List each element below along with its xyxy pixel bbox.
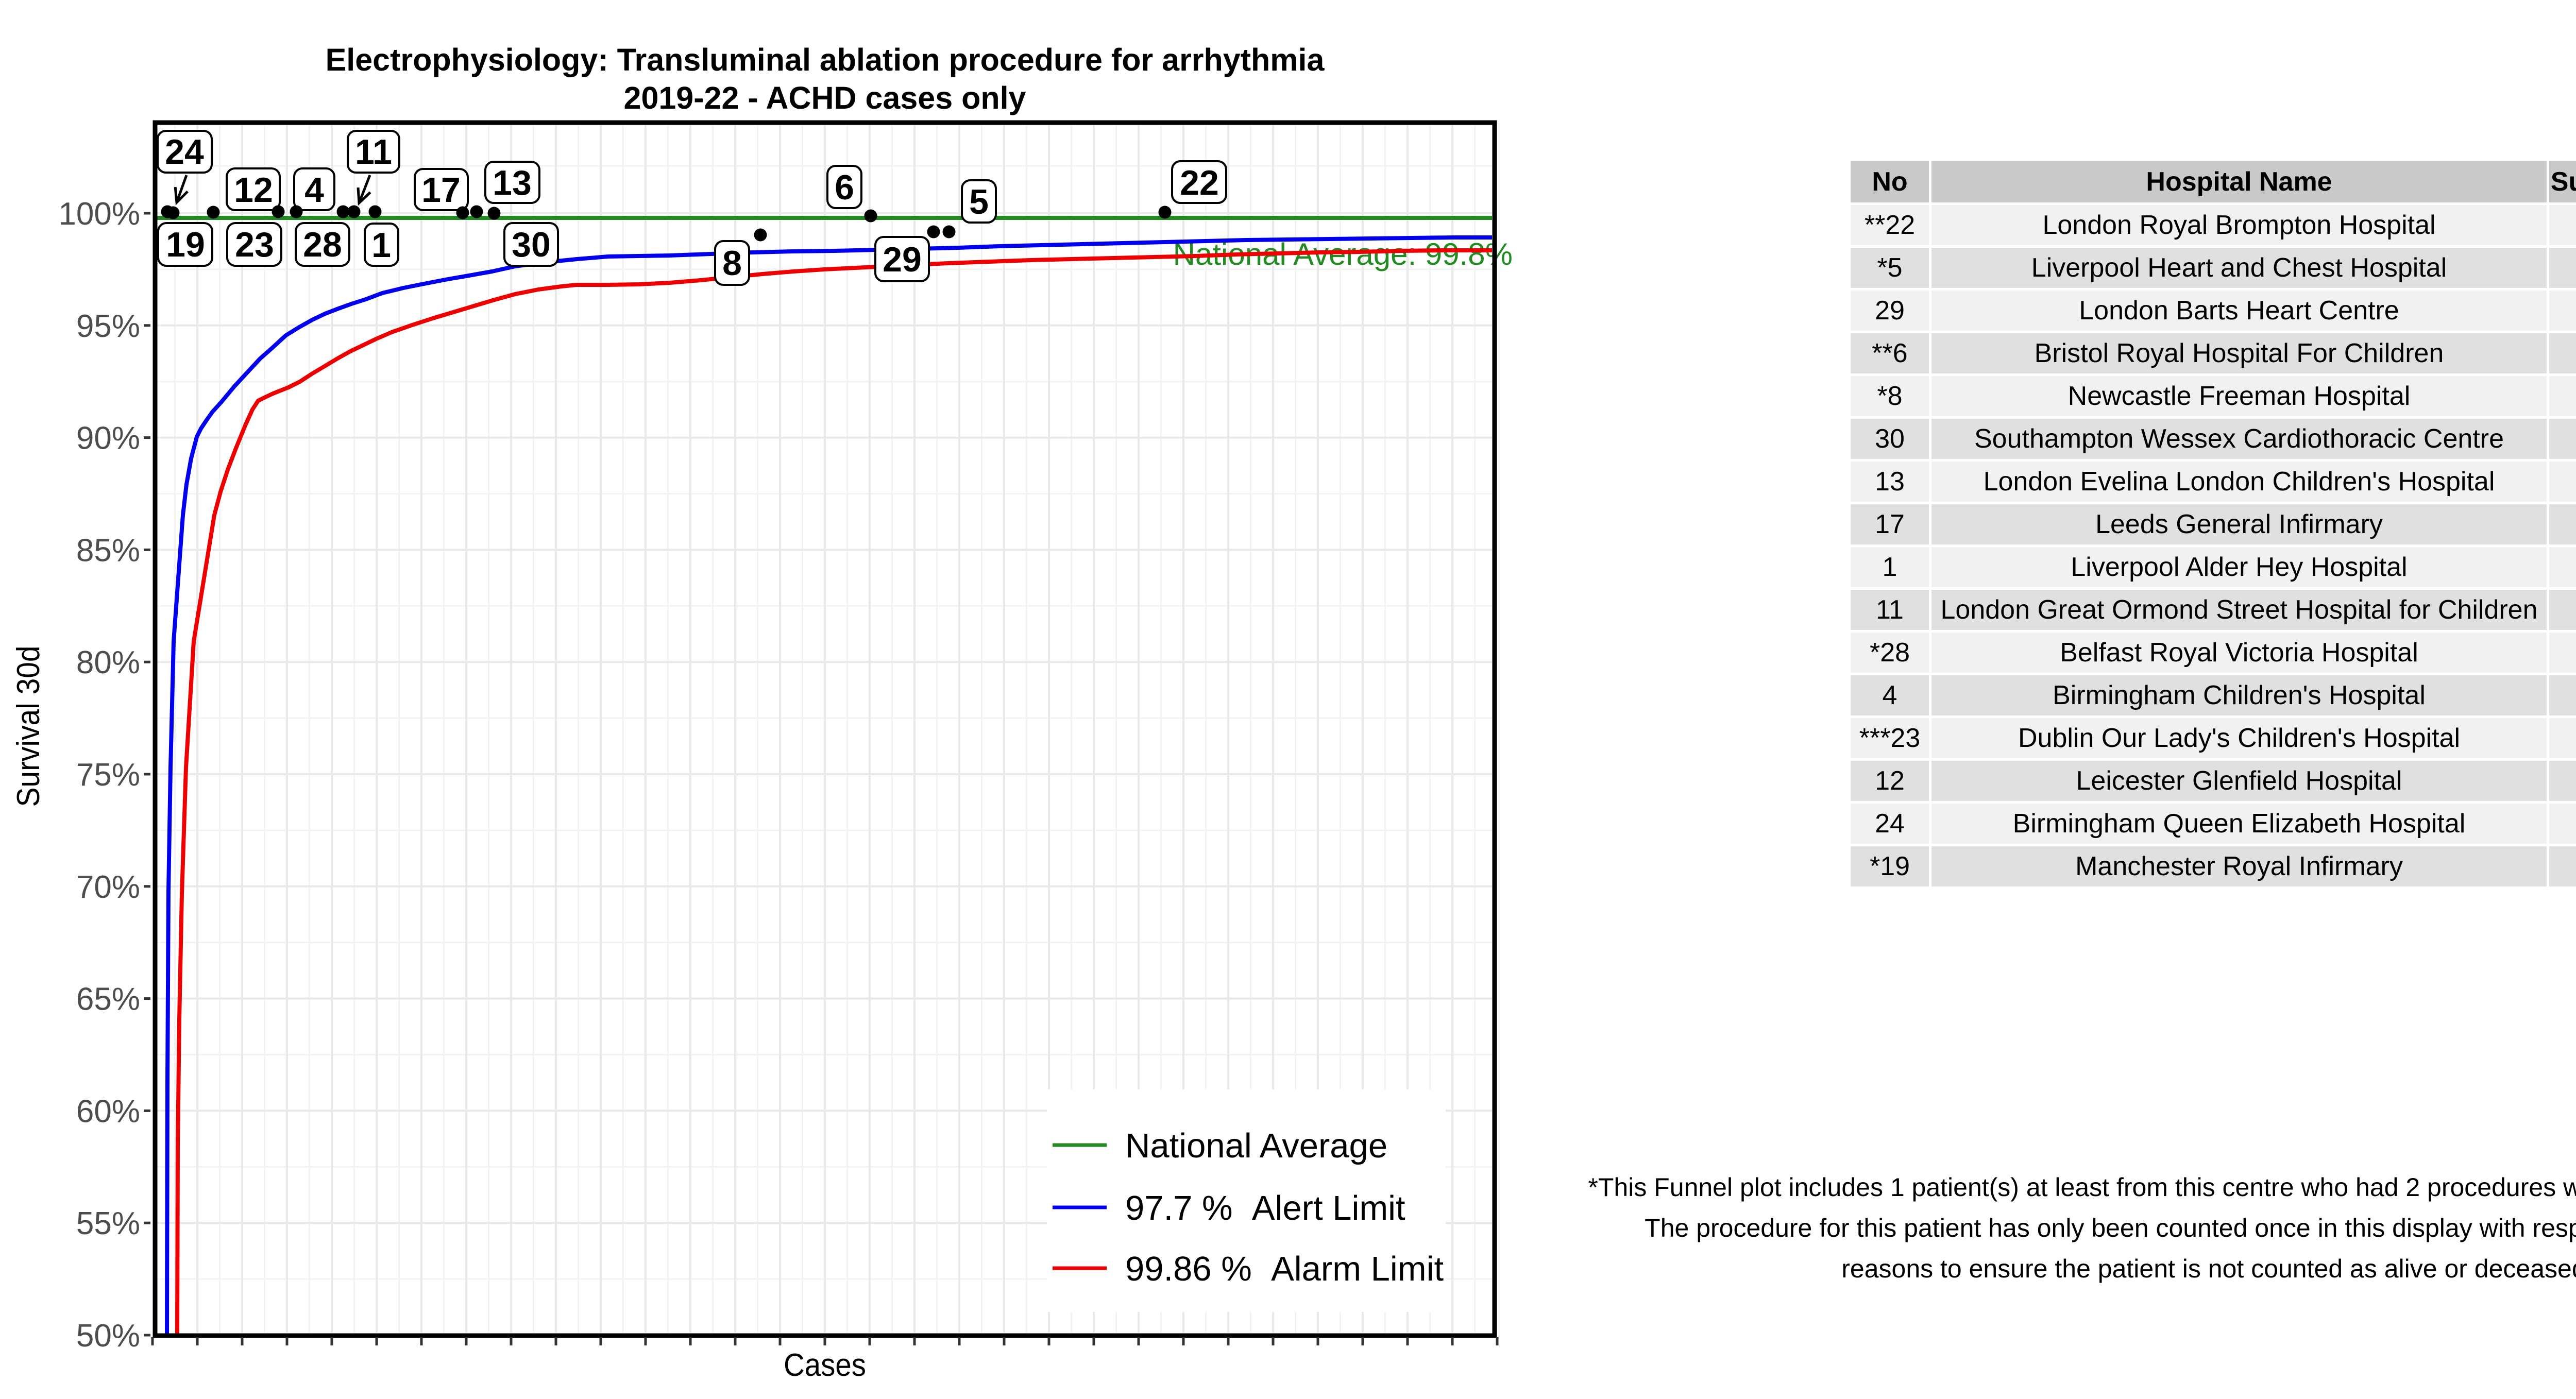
svg-text:4: 4 <box>304 170 324 210</box>
svg-text:85%: 85% <box>76 533 140 568</box>
svg-text:75%: 75% <box>76 757 140 793</box>
svg-text:11: 11 <box>355 132 392 172</box>
svg-text:Electrophysiology: Translumina: Electrophysiology: Transluminal ablation… <box>326 42 1325 77</box>
svg-text:80%: 80% <box>76 645 140 680</box>
svg-text:12: 12 <box>234 170 273 210</box>
svg-text:5: 5 <box>969 182 989 221</box>
svg-text:1: 1 <box>371 226 391 265</box>
svg-text:55%: 55% <box>76 1206 140 1241</box>
svg-text:2019-22 - ACHD cases only: 2019-22 - ACHD cases only <box>624 80 1026 115</box>
svg-text:100%: 100% <box>58 196 140 232</box>
svg-text:90%: 90% <box>76 421 140 456</box>
svg-text:50%: 50% <box>76 1318 140 1354</box>
svg-text:99.86 % Alarm Limit: 99.86 % Alarm Limit <box>1125 1250 1444 1288</box>
svg-text:19: 19 <box>166 225 205 264</box>
svg-text:22: 22 <box>1180 163 1219 202</box>
svg-text:6: 6 <box>835 168 854 207</box>
svg-text:National Average: National Average <box>1125 1127 1387 1165</box>
svg-text:95%: 95% <box>76 309 140 344</box>
svg-text:24: 24 <box>165 132 204 172</box>
svg-text:60%: 60% <box>76 1094 140 1129</box>
svg-text:28: 28 <box>303 225 342 264</box>
svg-text:23: 23 <box>235 225 274 264</box>
svg-text:65%: 65% <box>76 982 140 1017</box>
svg-text:8: 8 <box>722 244 742 283</box>
svg-text:17: 17 <box>421 170 461 210</box>
svg-text:Cases: Cases <box>784 1347 866 1383</box>
svg-text:29: 29 <box>883 240 922 279</box>
svg-text:30: 30 <box>512 225 551 264</box>
svg-text:97.7 % Alert Limit: 97.7 % Alert Limit <box>1125 1189 1405 1227</box>
svg-text:Survival 30d: Survival 30d <box>11 646 46 807</box>
svg-text:70%: 70% <box>76 869 140 905</box>
svg-text:13: 13 <box>493 163 532 202</box>
